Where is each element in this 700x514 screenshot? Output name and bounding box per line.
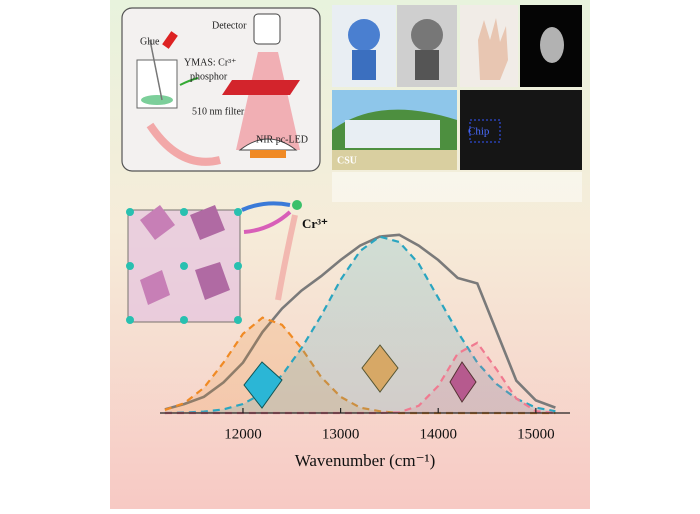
series-line: [164, 316, 556, 415]
x-tick-label: 15000: [517, 426, 555, 442]
schematic-panel: [121, 7, 321, 172]
octahedra: [243, 344, 477, 409]
annotation: Glue: [140, 36, 160, 47]
x-tick-label: 12000: [224, 426, 262, 442]
annotation: NIR pc-LED: [256, 134, 308, 145]
annotation: Cr³⁺: [302, 216, 328, 231]
annotation: YMAS: Cr³⁺: [184, 57, 236, 68]
x-tick-label: 13000: [322, 426, 360, 442]
annotation: phosphor: [190, 71, 228, 82]
crystal-structure: [126, 200, 302, 324]
x-tick-label: 14000: [419, 426, 457, 442]
series-line: [164, 235, 556, 415]
annotation: Chip: [468, 126, 490, 138]
x-axis-label: Wavenumber (cm⁻¹): [295, 451, 436, 470]
annotation: Detector: [212, 20, 247, 31]
annotation: CSU: [337, 155, 357, 166]
photo-grid: [332, 5, 582, 202]
series-line: [164, 233, 556, 411]
annotation: 510 nm filter: [192, 106, 245, 117]
